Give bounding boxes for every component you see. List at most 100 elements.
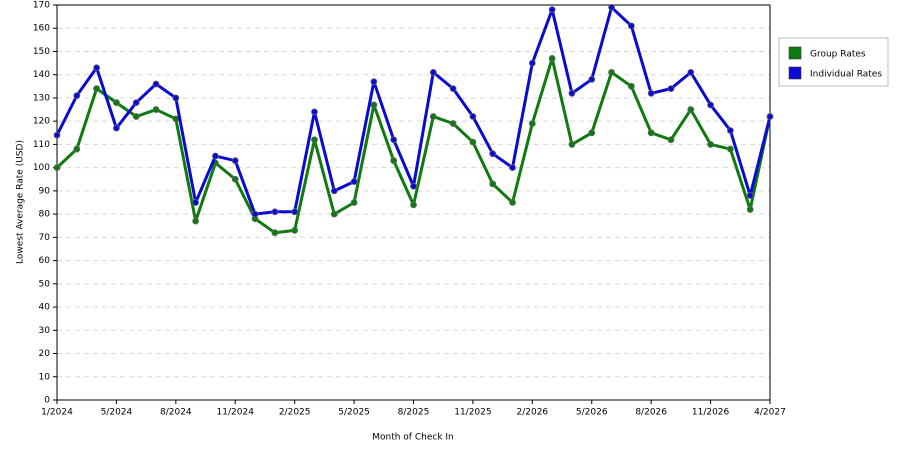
data-point bbox=[113, 124, 120, 132]
x-tick-label: 8/2024 bbox=[160, 408, 192, 418]
data-point bbox=[469, 138, 477, 146]
data-point bbox=[528, 120, 536, 127]
data-point bbox=[429, 68, 437, 76]
data-point bbox=[53, 131, 61, 139]
data-point bbox=[687, 106, 695, 113]
data-point bbox=[370, 78, 378, 86]
data-point bbox=[192, 217, 200, 225]
data-point bbox=[449, 120, 457, 127]
data-point bbox=[627, 22, 635, 30]
data-point bbox=[627, 82, 635, 90]
data-point bbox=[231, 157, 239, 165]
data-point bbox=[608, 68, 615, 76]
y-axis-label: Lowest Average Rate (USD) bbox=[16, 140, 26, 264]
data-point bbox=[726, 127, 734, 134]
data-point bbox=[370, 101, 378, 109]
x-tick-label: 2/2026 bbox=[516, 408, 548, 418]
data-point bbox=[489, 180, 497, 188]
data-point bbox=[271, 229, 279, 237]
legend-swatch bbox=[788, 46, 802, 60]
plot-frame bbox=[56, 4, 771, 401]
data-point bbox=[766, 113, 774, 120]
data-point bbox=[746, 206, 754, 213]
data-point bbox=[291, 226, 299, 234]
x-tick-label: 1/2024 bbox=[41, 408, 73, 418]
x-tick-label: 4/2027 bbox=[754, 408, 786, 418]
data-point bbox=[687, 68, 695, 76]
y-tick-label: 40 bbox=[39, 303, 51, 313]
data-point bbox=[390, 157, 398, 165]
y-tick-label: 90 bbox=[39, 186, 51, 196]
data-point bbox=[746, 192, 754, 199]
data-point bbox=[350, 178, 358, 185]
x-tick-label: 5/2026 bbox=[576, 408, 608, 418]
data-point bbox=[251, 210, 259, 218]
data-point bbox=[509, 199, 516, 206]
data-point bbox=[311, 108, 318, 116]
data-point bbox=[192, 199, 200, 206]
data-point bbox=[350, 199, 358, 206]
data-point bbox=[568, 141, 576, 148]
x-axis-label: Month of Check In bbox=[372, 433, 454, 443]
data-point bbox=[132, 99, 140, 106]
data-point bbox=[132, 113, 140, 120]
data-point bbox=[330, 187, 338, 195]
x-tick-label: 11/2024 bbox=[217, 408, 255, 418]
y-tick-label: 150 bbox=[33, 47, 50, 57]
data-point bbox=[271, 208, 279, 216]
data-point bbox=[509, 164, 516, 172]
data-point bbox=[469, 113, 477, 120]
y-tick-label: 160 bbox=[33, 24, 50, 34]
data-point bbox=[330, 210, 338, 218]
y-tick-label: 100 bbox=[33, 163, 50, 173]
y-tick-label: 0 bbox=[44, 396, 50, 406]
y-tick-label: 140 bbox=[33, 70, 50, 80]
data-point bbox=[588, 129, 596, 137]
y-tick-label: 20 bbox=[39, 349, 51, 359]
y-tick-label: 80 bbox=[39, 210, 51, 220]
data-point bbox=[608, 3, 615, 11]
data-point bbox=[707, 101, 714, 109]
data-point bbox=[410, 182, 417, 190]
data-point bbox=[231, 175, 239, 183]
data-point bbox=[73, 145, 81, 153]
legend-swatch bbox=[788, 66, 802, 80]
y-tick-label: 120 bbox=[33, 117, 50, 127]
y-tick-label: 110 bbox=[33, 140, 50, 150]
data-point bbox=[410, 201, 417, 209]
data-point bbox=[726, 145, 734, 153]
data-point bbox=[152, 80, 160, 88]
x-tick-label: 5/2025 bbox=[338, 408, 370, 418]
data-point bbox=[93, 64, 101, 72]
data-point bbox=[548, 6, 556, 14]
data-point bbox=[291, 208, 299, 216]
y-tick-label: 170 bbox=[33, 1, 50, 11]
data-point bbox=[667, 85, 675, 93]
data-point bbox=[390, 136, 398, 144]
legend: Group Rates Individual Rates bbox=[778, 37, 889, 87]
data-point bbox=[429, 113, 437, 120]
data-point bbox=[588, 75, 596, 83]
y-tick-label: 30 bbox=[39, 326, 51, 336]
x-tick-label: 8/2025 bbox=[398, 408, 430, 418]
data-point bbox=[707, 141, 714, 148]
data-point bbox=[647, 129, 655, 137]
data-point bbox=[568, 89, 576, 97]
data-point bbox=[647, 89, 655, 97]
x-tick-label: 11/2025 bbox=[454, 408, 491, 418]
data-point bbox=[528, 59, 536, 67]
legend-label: Individual Rates bbox=[810, 70, 882, 80]
x-tick-label: 11/2026 bbox=[692, 408, 730, 418]
data-point bbox=[152, 106, 160, 113]
data-point bbox=[73, 92, 81, 100]
data-point bbox=[53, 164, 61, 172]
data-point bbox=[311, 136, 318, 144]
data-point bbox=[113, 99, 120, 106]
data-point bbox=[489, 150, 497, 158]
y-tick-label: 50 bbox=[39, 279, 51, 289]
data-point bbox=[449, 85, 457, 93]
x-tick-label: 2/2025 bbox=[279, 408, 311, 418]
y-tick-label: 60 bbox=[39, 256, 51, 266]
data-point bbox=[548, 55, 556, 62]
